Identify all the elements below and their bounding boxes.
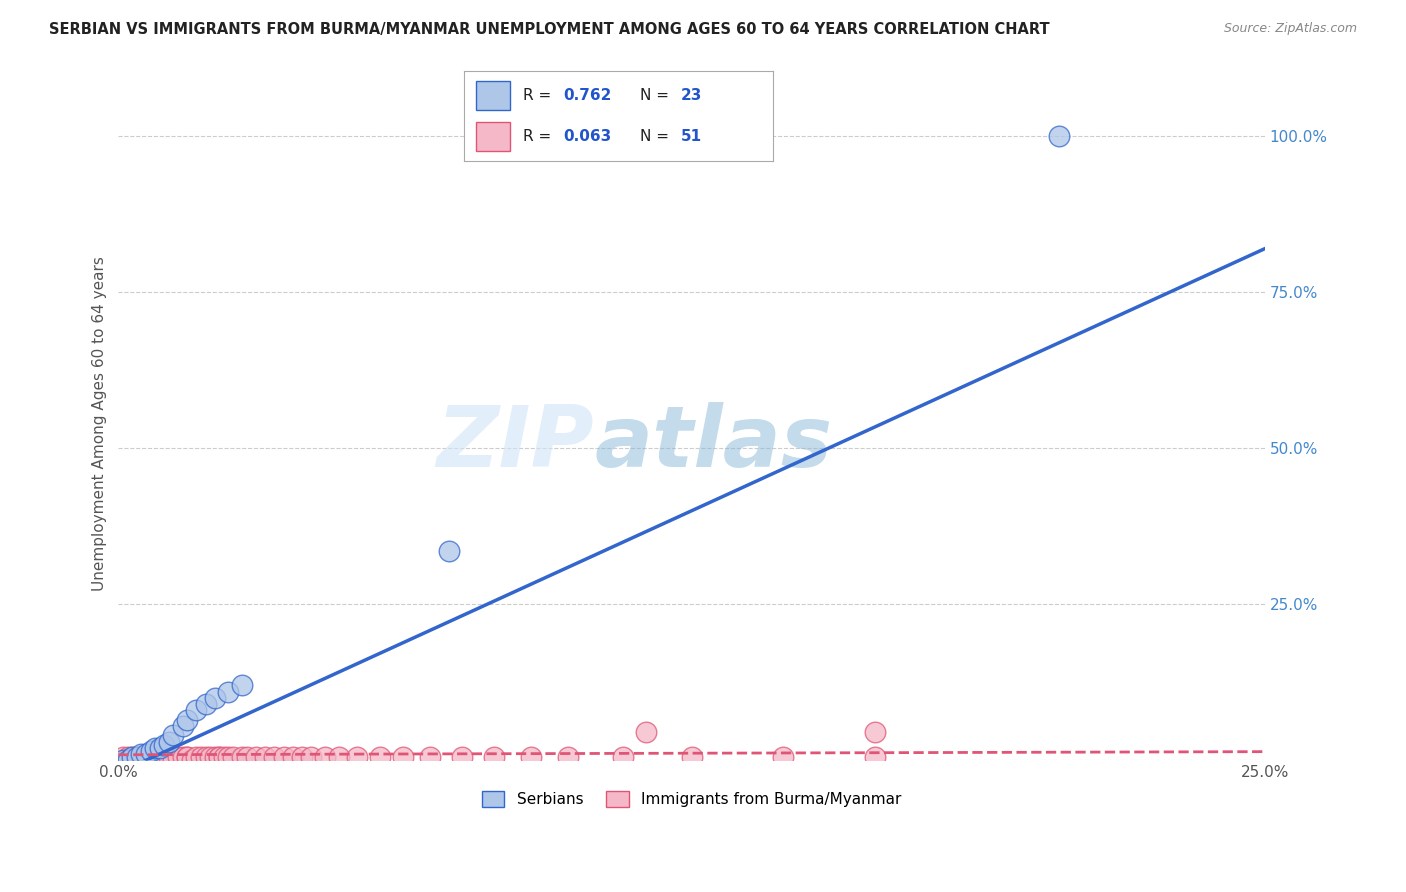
Point xyxy=(368,750,391,764)
Text: 51: 51 xyxy=(681,129,702,144)
Point xyxy=(131,747,153,761)
Point xyxy=(391,750,413,764)
Y-axis label: Unemployment Among Ages 60 to 64 years: Unemployment Among Ages 60 to 64 years xyxy=(93,256,107,591)
Point xyxy=(520,750,543,764)
Point xyxy=(218,750,240,764)
Point xyxy=(143,740,166,755)
Point xyxy=(204,750,226,764)
Text: 0.762: 0.762 xyxy=(562,88,612,103)
Point xyxy=(149,750,172,764)
Point xyxy=(291,750,314,764)
Point xyxy=(245,750,267,764)
Text: Source: ZipAtlas.com: Source: ZipAtlas.com xyxy=(1223,22,1357,36)
Point xyxy=(208,750,231,764)
Point xyxy=(437,544,460,558)
Point xyxy=(135,753,157,767)
Point xyxy=(273,750,295,764)
Point xyxy=(208,750,231,764)
Point xyxy=(186,703,208,717)
Point xyxy=(167,750,190,764)
Point xyxy=(1047,129,1070,144)
Point xyxy=(484,750,506,764)
Point xyxy=(157,750,180,764)
Point xyxy=(198,750,221,764)
Point xyxy=(157,734,180,748)
Legend: Serbians, Immigrants from Burma/Myanmar: Serbians, Immigrants from Burma/Myanmar xyxy=(475,785,908,814)
Point xyxy=(222,750,245,764)
Point xyxy=(190,750,212,764)
Point xyxy=(125,750,148,764)
Point xyxy=(314,750,336,764)
Point xyxy=(121,750,143,764)
Point xyxy=(204,690,226,705)
Point xyxy=(254,750,277,764)
Point xyxy=(135,747,157,761)
Point xyxy=(143,750,166,764)
Text: ZIP: ZIP xyxy=(437,402,595,485)
Point xyxy=(772,750,794,764)
Text: SERBIAN VS IMMIGRANTS FROM BURMA/MYANMAR UNEMPLOYMENT AMONG AGES 60 TO 64 YEARS : SERBIAN VS IMMIGRANTS FROM BURMA/MYANMAR… xyxy=(49,22,1050,37)
Point xyxy=(194,697,217,711)
Point xyxy=(121,750,143,764)
Point xyxy=(139,744,162,758)
Point xyxy=(112,753,135,767)
Point xyxy=(231,678,253,692)
Point xyxy=(212,750,235,764)
Point xyxy=(328,750,350,764)
Point xyxy=(153,753,176,767)
Text: atlas: atlas xyxy=(595,402,832,485)
Point xyxy=(153,738,176,752)
Text: R =: R = xyxy=(523,129,555,144)
Point xyxy=(634,725,657,739)
Point xyxy=(112,750,135,764)
Text: 23: 23 xyxy=(681,88,702,103)
Point xyxy=(139,750,162,764)
Point xyxy=(176,750,198,764)
Text: N =: N = xyxy=(640,129,673,144)
Point xyxy=(419,750,441,764)
Point xyxy=(299,750,322,764)
Point xyxy=(236,750,259,764)
Point xyxy=(125,750,148,764)
Point xyxy=(263,750,285,764)
Point xyxy=(218,684,240,698)
Point xyxy=(281,750,304,764)
FancyBboxPatch shape xyxy=(477,122,510,151)
Point xyxy=(176,750,198,764)
Point xyxy=(612,750,634,764)
Point xyxy=(194,750,217,764)
Point xyxy=(863,725,886,739)
Point xyxy=(180,753,202,767)
Point xyxy=(863,750,886,764)
Point xyxy=(162,753,184,767)
Point xyxy=(117,750,139,764)
Point xyxy=(125,753,148,767)
Point xyxy=(186,750,208,764)
Text: N =: N = xyxy=(640,88,673,103)
Point xyxy=(451,750,474,764)
Point xyxy=(346,750,368,764)
Point xyxy=(117,753,139,767)
Point xyxy=(231,750,253,764)
Text: 0.063: 0.063 xyxy=(562,129,612,144)
Point xyxy=(131,750,153,764)
Point xyxy=(172,750,194,764)
FancyBboxPatch shape xyxy=(477,81,510,110)
Point xyxy=(176,713,198,727)
Point xyxy=(149,740,172,755)
Point xyxy=(681,750,703,764)
Text: R =: R = xyxy=(523,88,555,103)
Point xyxy=(172,719,194,733)
Point xyxy=(162,728,184,742)
Point xyxy=(557,750,579,764)
